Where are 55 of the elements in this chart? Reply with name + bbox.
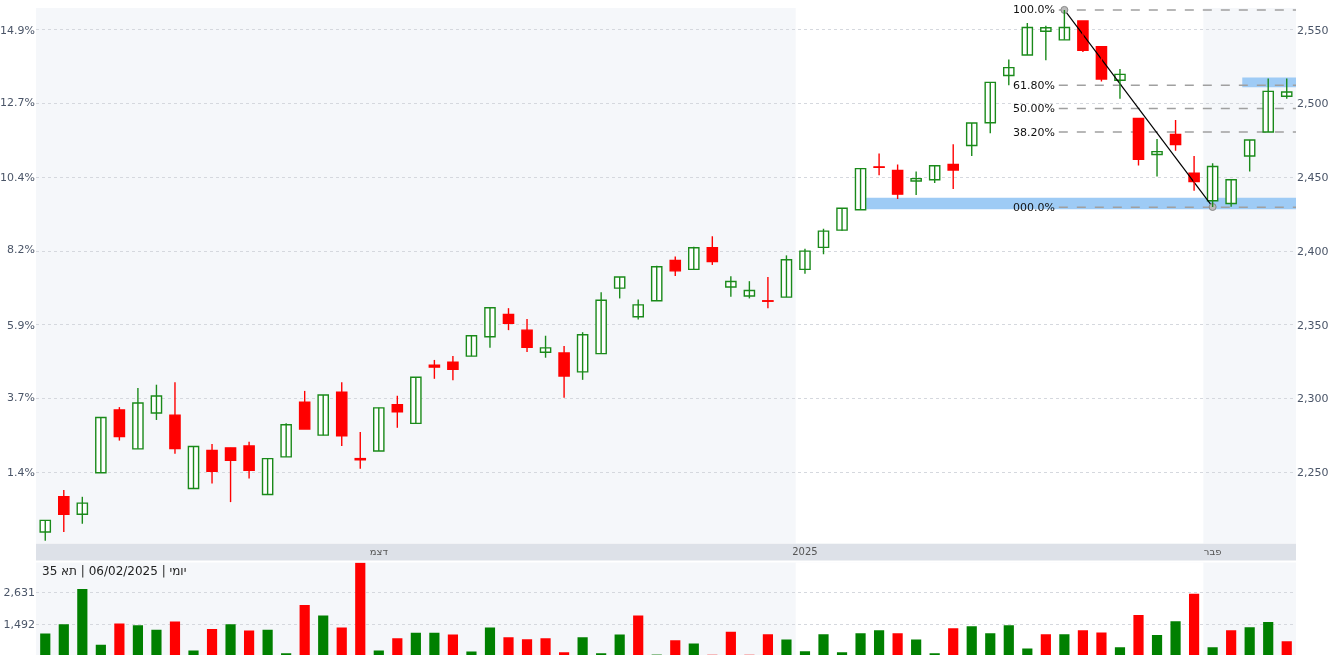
y-tick-label: 2,631 (3, 585, 35, 599)
candlestick (335, 381, 348, 447)
candlestick (373, 407, 385, 452)
y-tick-label: 2,350 (1297, 318, 1329, 332)
x-tick-label: פבר (1203, 545, 1222, 557)
y2-tick-label: 12.7% (0, 95, 35, 109)
candlestick (1040, 25, 1052, 61)
y2-tick-label: 10.4% (0, 171, 35, 185)
candlestick (650, 264, 663, 302)
candlestick (688, 245, 700, 271)
candlestick (632, 298, 644, 321)
candlestick (428, 359, 441, 380)
y-tick-label: 2,300 (1297, 392, 1329, 406)
y2-tick-label: 5.9% (7, 318, 35, 332)
y-tick-label: 1,492 (3, 617, 35, 631)
y-tick-label: 2,550 (1297, 23, 1329, 37)
candlestick (965, 122, 978, 157)
candlestick (58, 489, 70, 533)
x-tick-label: דצמ (369, 545, 389, 557)
y2-tick-label: 8.2% (7, 243, 35, 257)
candlestick (613, 276, 626, 300)
candlestick (947, 143, 959, 190)
candlestick (762, 276, 774, 309)
y2-tick-label: 3.7% (7, 390, 35, 404)
candlestick (1003, 58, 1015, 86)
candlestick (1243, 139, 1256, 173)
y-tick-label: 2,400 (1297, 244, 1329, 258)
annotation: 000.0% (1013, 201, 1055, 214)
candlestick (187, 445, 200, 490)
y2-tick-label: 14.9% (0, 23, 35, 37)
annotation: 61.80% (1013, 79, 1055, 92)
candlestick (984, 81, 997, 135)
candlestick (261, 457, 274, 496)
candlestick (873, 152, 885, 176)
candlestick (95, 416, 107, 474)
x-tick-label: 2025 (792, 545, 818, 557)
candlestick (1262, 77, 1274, 133)
y2-tick-label: 1.4% (7, 466, 35, 480)
y-tick-label: 2,250 (1297, 466, 1329, 480)
candlestick (910, 170, 922, 196)
candlestick (465, 335, 478, 357)
annotation: 50.00% (1013, 102, 1055, 115)
candlestick (410, 376, 422, 425)
y-tick-label: 2,500 (1297, 97, 1329, 111)
candlestick (854, 167, 867, 211)
annotation: 100.0% (1013, 3, 1055, 16)
candlestick (76, 496, 89, 525)
candlestick (1280, 77, 1293, 100)
candlestick (150, 384, 163, 421)
candlestick (669, 255, 682, 277)
annotation: 38.20% (1013, 126, 1055, 139)
candlestick (317, 394, 329, 436)
candlestick (539, 335, 552, 359)
y-tick-label: 2,450 (1297, 171, 1329, 185)
annotation: יומי | 06/02/2025 | תא 35 (42, 564, 187, 578)
